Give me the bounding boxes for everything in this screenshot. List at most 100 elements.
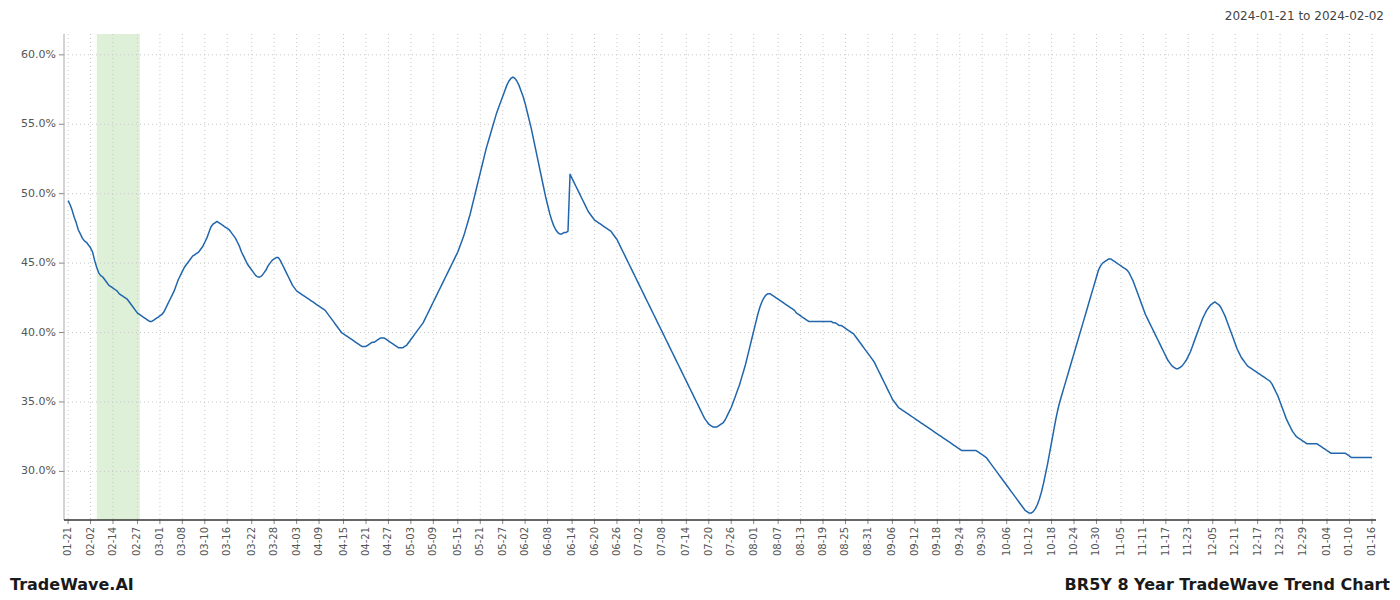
y-tick-label: 50.0% <box>21 187 56 200</box>
y-grid-line <box>64 193 1376 194</box>
x-tick-label: 09-06 <box>886 527 897 556</box>
x-tick-label: 08-13 <box>795 527 806 556</box>
x-grid-line <box>778 34 779 520</box>
series-layer <box>68 77 1372 513</box>
y-tick <box>59 193 64 194</box>
x-grid-line <box>959 34 960 520</box>
y-grid-line <box>64 263 1376 264</box>
x-grid-line <box>319 34 320 520</box>
x-tick-label: 03-01 <box>154 527 165 556</box>
x-grid-line <box>1280 34 1281 520</box>
x-grid-line <box>616 34 617 520</box>
x-tick-label: 07-02 <box>633 527 644 556</box>
x-grid-line <box>1257 34 1258 520</box>
x-tick-label: 03-08 <box>176 527 187 556</box>
y-tick <box>59 263 64 264</box>
x-tick-label: 02-14 <box>107 527 118 556</box>
x-grid-line <box>457 34 458 520</box>
chart: 30.0% 35.0% 40.0% 45.0% 50.0% 55.0% 60.0% 01-21… <box>0 0 1400 600</box>
x-tick-label: 12-11 <box>1229 527 1240 556</box>
y-tick-label: 40.0% <box>21 326 56 339</box>
x-grid-line <box>572 34 573 520</box>
x-tick-label: 01-04 <box>1321 527 1332 556</box>
y-grid-line <box>64 471 1376 472</box>
x-grid-line <box>204 34 205 520</box>
y-tick-label: 60.0% <box>21 48 56 61</box>
x-grid-line <box>639 34 640 520</box>
x-tick-label: 01-16 <box>1366 527 1377 556</box>
x-tick-label: 04-03 <box>291 527 302 556</box>
x-tick-label: 12-29 <box>1297 527 1308 556</box>
y-tick-label: 55.0% <box>21 117 56 130</box>
x-grid-line <box>343 34 344 520</box>
y-tick <box>59 471 64 472</box>
y-grid-line <box>64 124 1376 125</box>
x-grid-line <box>182 34 183 520</box>
x-grid-line <box>1029 34 1030 520</box>
x-tick-label: 07-08 <box>656 527 667 556</box>
x-grid-line <box>1120 34 1121 520</box>
x-tick-label: 06-20 <box>589 527 600 556</box>
x-grid-line <box>1349 34 1350 520</box>
x-grid-line <box>480 34 481 520</box>
x-grid-line <box>661 34 662 520</box>
x-tick-label: 01-21 <box>62 527 73 556</box>
x-grid-line <box>982 34 983 520</box>
x-grid-line <box>1302 34 1303 520</box>
x-tick-label: 12-17 <box>1252 527 1263 556</box>
x-tick-label: 01-10 <box>1343 527 1354 556</box>
x-grid-line <box>937 34 938 520</box>
x-grid-line <box>137 34 138 520</box>
x-grid-line <box>1327 34 1328 520</box>
x-grid-line <box>502 34 503 520</box>
x-tick-label: 07-14 <box>680 527 691 556</box>
x-grid-line <box>1006 34 1007 520</box>
y-grid-line <box>64 54 1376 55</box>
y-grid-line <box>64 332 1376 333</box>
x-tick-label: 05-03 <box>405 527 416 556</box>
x-tick-label: 06-08 <box>542 527 553 556</box>
x-tick-label: 07-26 <box>725 527 736 556</box>
x-grid-line <box>365 34 366 520</box>
y-tick-label: 35.0% <box>21 395 56 408</box>
x-grid-line <box>1188 34 1189 520</box>
x-grid-line <box>274 34 275 520</box>
x-tick-label: 08-25 <box>839 527 850 556</box>
y-tick <box>59 401 64 402</box>
x-grid-line <box>892 34 893 520</box>
x-tick-label: 04-15 <box>338 527 349 556</box>
x-tick-label: 07-20 <box>703 527 714 556</box>
x-tick-label: 04-21 <box>360 527 371 556</box>
x-tick-label: 12-05 <box>1207 527 1218 556</box>
x-grid-line <box>753 34 754 520</box>
x-tick-label: 05-15 <box>452 527 463 556</box>
x-tick-label: 06-26 <box>611 527 622 556</box>
x-grid-line <box>410 34 411 520</box>
x-axis-line <box>64 519 1376 521</box>
x-tick-label: 09-18 <box>931 527 942 556</box>
x-grid-line <box>227 34 228 520</box>
x-grid-line <box>112 34 113 520</box>
x-tick-label: 08-19 <box>817 527 828 556</box>
x-grid-line <box>159 34 160 520</box>
x-grid-line <box>547 34 548 520</box>
x-grid-line <box>90 34 91 520</box>
x-tick-label: 06-02 <box>519 527 530 556</box>
y-tick-label: 30.0% <box>21 464 56 477</box>
x-tick-label: 09-12 <box>909 527 920 556</box>
x-grid-line <box>388 34 389 520</box>
y-tick-label: 45.0% <box>21 256 56 269</box>
x-tick-label: 05-27 <box>497 527 508 556</box>
x-grid-line <box>68 34 69 520</box>
x-tick-label: 10-06 <box>1001 527 1012 556</box>
x-grid-line <box>1165 34 1166 520</box>
x-tick-label: 03-10 <box>199 527 210 556</box>
x-tick-label: 11-05 <box>1115 527 1126 556</box>
x-grid-line <box>686 34 687 520</box>
x-tick-label: 05-21 <box>474 527 485 556</box>
x-tick-label: 08-01 <box>748 527 759 556</box>
line <box>68 77 1372 513</box>
annotation: TradeWave.AI <box>10 575 134 594</box>
x-grid-line <box>708 34 709 520</box>
x-tick-label: 02-02 <box>85 527 96 556</box>
